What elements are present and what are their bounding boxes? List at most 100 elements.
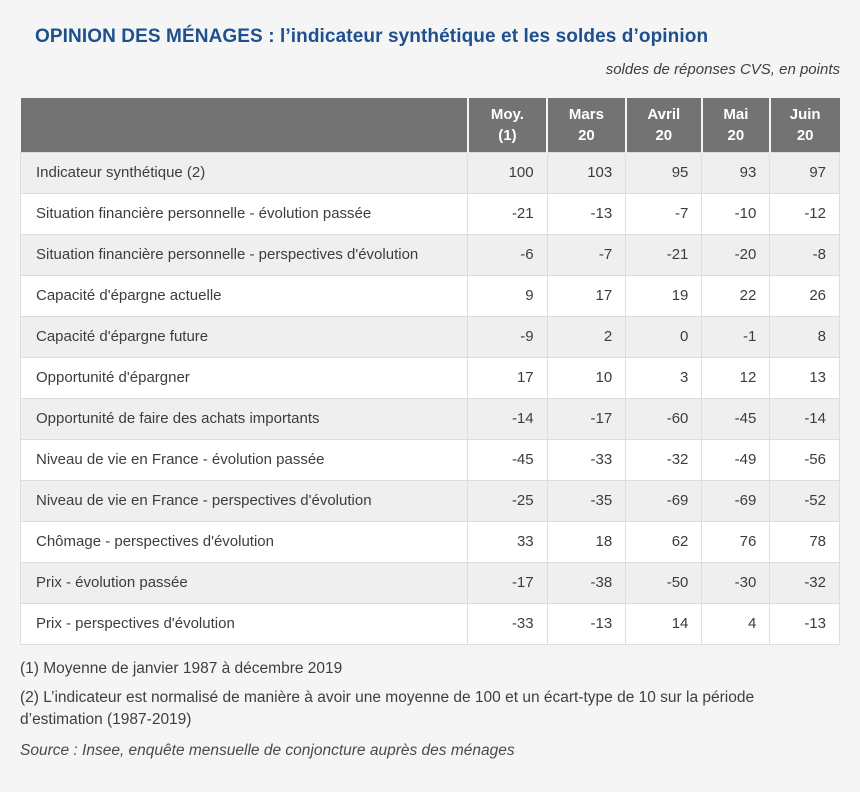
table-subtitle: soldes de réponses CVS, en points xyxy=(605,61,840,78)
table-row: Niveau de vie en France - évolution pass… xyxy=(19,439,840,481)
cell-value: 78 xyxy=(769,521,840,563)
column-header-line: 20 xyxy=(727,127,745,144)
cell-value: -32 xyxy=(769,562,840,604)
cell-value: -38 xyxy=(546,562,627,604)
cell-value: 3 xyxy=(625,357,703,399)
footnotes-block: (1) Moyenne de janvier 1987 à décembre 2… xyxy=(20,658,840,762)
cell-value: -13 xyxy=(546,603,627,645)
row-label: Opportunité d'épargner xyxy=(19,357,469,399)
cell-value: -50 xyxy=(625,562,703,604)
row-label: Capacité d'épargne future xyxy=(19,316,469,358)
cell-value: -12 xyxy=(769,193,840,235)
row-label: Capacité d'épargne actuelle xyxy=(19,275,469,317)
cell-value: -13 xyxy=(769,603,840,645)
column-header-moy: Moy. (1) xyxy=(466,98,548,153)
column-header-line: Mars xyxy=(568,106,604,123)
column-header-line: Mai xyxy=(723,106,749,123)
cell-value: -49 xyxy=(701,439,771,481)
cell-value: -8 xyxy=(769,234,840,276)
cell-value: -52 xyxy=(769,480,840,522)
cell-value: -1 xyxy=(701,316,771,358)
cell-value: 22 xyxy=(701,275,771,317)
table-row: Opportunité de faire des achats importan… xyxy=(19,398,840,440)
table-row: Prix - perspectives d'évolution -33 -13 … xyxy=(19,603,840,645)
cell-value: -56 xyxy=(769,439,840,481)
table-row: Prix - évolution passée -17 -38 -50 -30 … xyxy=(19,562,840,604)
row-label: Chômage - perspectives d'évolution xyxy=(19,521,469,563)
table-header-row: Moy. (1) Mars 20 Avril 20 Mai 20 Juin xyxy=(20,98,840,153)
cell-value: 14 xyxy=(625,603,703,645)
cell-value: 17 xyxy=(467,357,548,399)
cell-value: -6 xyxy=(467,234,548,276)
cell-value: -35 xyxy=(546,480,627,522)
cell-value: -10 xyxy=(701,193,771,235)
column-header-juin: Juin 20 xyxy=(768,98,840,153)
cell-value: -30 xyxy=(701,562,771,604)
cell-value: -9 xyxy=(467,316,548,358)
row-label: Indicateur synthétique (2) xyxy=(19,152,469,194)
cell-value: 26 xyxy=(769,275,840,317)
cell-value: -33 xyxy=(467,603,548,645)
column-header-line: (1) xyxy=(498,127,517,144)
table-row: Situation financière personnelle - évolu… xyxy=(19,193,840,235)
cell-value: 19 xyxy=(625,275,703,317)
row-label: Prix - évolution passée xyxy=(19,562,469,604)
table-row: Chômage - perspectives d'évolution 33 18… xyxy=(19,521,840,563)
cell-value: 10 xyxy=(546,357,627,399)
column-header-avril: Avril 20 xyxy=(624,98,702,153)
footnote-1: (1) Moyenne de janvier 1987 à décembre 2… xyxy=(20,660,343,677)
cell-value: -14 xyxy=(769,398,840,440)
cell-value: 97 xyxy=(769,152,840,194)
cell-value: -21 xyxy=(467,193,548,235)
row-label: Niveau de vie en France - perspectives d… xyxy=(19,480,469,522)
opinion-table: Moy. (1) Mars 20 Avril 20 Mai 20 Juin xyxy=(19,98,840,645)
table-row: Opportunité d'épargner 17 10 3 12 13 xyxy=(19,357,840,399)
cell-value: -7 xyxy=(546,234,627,276)
row-label: Prix - perspectives d'évolution xyxy=(19,603,469,645)
cell-value: -60 xyxy=(625,398,703,440)
cell-value: 4 xyxy=(701,603,771,645)
column-header-mars: Mars 20 xyxy=(546,98,626,153)
footnote-2: (2) L’indicateur est normalisé de manièr… xyxy=(20,689,755,728)
row-label: Situation financière personnelle - persp… xyxy=(19,234,469,276)
source-note: Source : Insee, enquête mensuelle de con… xyxy=(20,742,515,759)
row-label: Niveau de vie en France - évolution pass… xyxy=(19,439,469,481)
cell-value: -17 xyxy=(467,562,548,604)
column-header-line: Moy. xyxy=(490,106,524,123)
cell-value: 17 xyxy=(546,275,627,317)
cell-value: 18 xyxy=(546,521,627,563)
cell-value: 0 xyxy=(625,316,703,358)
cell-value: 8 xyxy=(769,316,840,358)
table-row: Situation financière personnelle - persp… xyxy=(19,234,840,276)
cell-value: -13 xyxy=(546,193,627,235)
column-header-line: 20 xyxy=(655,127,673,144)
page-title: OPINION DES MÉNAGES : l’indicateur synth… xyxy=(35,26,709,47)
cell-value: -14 xyxy=(467,398,548,440)
column-header-line: Juin xyxy=(789,106,821,123)
cell-value: 12 xyxy=(701,357,771,399)
cell-value: -32 xyxy=(625,439,703,481)
cell-value: 13 xyxy=(769,357,840,399)
table-row: Capacité d'épargne future -9 2 0 -1 8 xyxy=(19,316,840,358)
cell-value: -69 xyxy=(625,480,703,522)
cell-value: -25 xyxy=(467,480,548,522)
table-row: Niveau de vie en France - perspectives d… xyxy=(19,480,840,522)
row-label: Opportunité de faire des achats importan… xyxy=(19,398,469,440)
cell-value: -69 xyxy=(701,480,771,522)
table-row: Capacité d'épargne actuelle 9 17 19 22 2… xyxy=(19,275,840,317)
cell-value: 9 xyxy=(467,275,548,317)
cell-value: -21 xyxy=(625,234,703,276)
cell-value: 100 xyxy=(467,152,548,194)
cell-value: -17 xyxy=(546,398,627,440)
cell-value: -45 xyxy=(467,439,548,481)
row-label: Situation financière personnelle - évolu… xyxy=(19,193,469,235)
table-corner-cell xyxy=(20,98,468,153)
cell-value: 95 xyxy=(625,152,703,194)
cell-value: 62 xyxy=(625,521,703,563)
cell-value: 76 xyxy=(701,521,771,563)
cell-value: -20 xyxy=(701,234,771,276)
column-header-line: 20 xyxy=(578,127,595,144)
cell-value: -33 xyxy=(546,439,627,481)
cell-value: 93 xyxy=(701,152,771,194)
